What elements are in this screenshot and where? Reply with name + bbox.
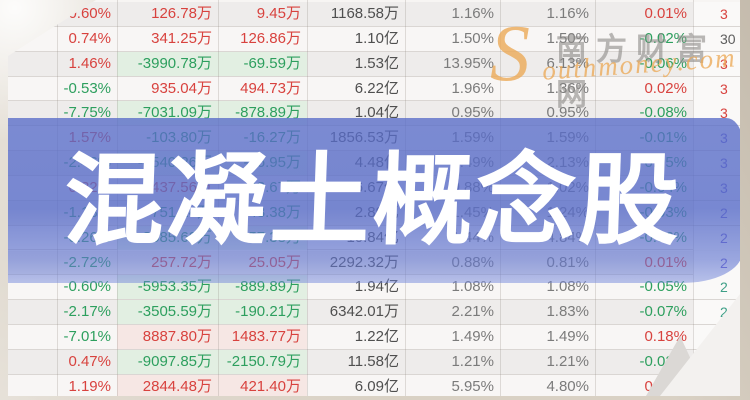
table-row[interactable]: -7.01% 8887.80万 1483.77万 1.22亿 1.49% 1.49% 0.1…: [8, 325, 740, 350]
cell-change-pct: -0.53%: [63, 79, 111, 97]
cell-turnover-rate-1: 1.50%: [451, 29, 494, 47]
cell-turnover-rate-2: 6.13%: [546, 54, 589, 72]
cell-turnover-amount: 6.22亿: [354, 79, 399, 97]
table-row[interactable]: 0.47% -9097.85万 -2150.79万 11.58亿 1.21% 1.21% -…: [8, 349, 740, 375]
cell-turnover-rate-1: 2.21%: [451, 303, 494, 321]
cell-change-pct: -2.17%: [63, 303, 111, 321]
cell-turnover-rate-2: 0.95%: [546, 104, 589, 122]
cell-turnover-rate-1: 1.21%: [451, 352, 494, 370]
cell-main-net-inflow: 8887.80万: [117, 325, 218, 350]
cell-turnover-amount: 1.10亿: [354, 29, 399, 47]
cell-secondary-net-inflow: 1483.77万: [218, 325, 307, 350]
table-row[interactable]: 0.74% 341.25万 126.86万 1.10亿 1.50% 1.50% -0.02%…: [8, 26, 740, 52]
table-row[interactable]: 1.19%2844.48万421.40万6.09亿5.95%4.80%0.04%…: [8, 374, 740, 396]
cell-turnover-rate-1: 1.16%: [451, 5, 494, 22]
cell-turnover-amount: 1.04亿: [354, 104, 399, 122]
cell-stock-code: 30: [693, 26, 740, 51]
table-row[interactable]: 0.60% 126.78万 9.45万 1168.58万 1.16% 1.16% 0.01%…: [8, 2, 740, 27]
cell-change-pct: 0.74%: [68, 29, 111, 47]
cell-turnover-amount: 1.22亿: [354, 328, 399, 346]
cell-turnover-rate-1: 1.96%: [451, 79, 494, 97]
cell-change-pct: 1.46%: [68, 54, 111, 72]
cell-main-net-inflow: 935.04万: [151, 79, 212, 97]
cell-secondary-net-inflow: -2150.79万: [218, 349, 307, 374]
cell-change-pct: 0.60%: [68, 5, 111, 22]
title-banner: 混凝土概念股: [8, 118, 740, 283]
cell-change-pct-2: 0.02%: [644, 79, 687, 97]
cell-turnover-rate-1: 1.49%: [451, 328, 494, 346]
cell-turnover-rate-2: 4.80%: [546, 377, 589, 395]
cell-change-pct: 0.47%: [68, 352, 111, 370]
table-row[interactable]: 1.46% -3990.78万 -69.59万 1.53亿 13.95% 6.13% -0.…: [8, 51, 740, 77]
cell-main-net-inflow: -3990.78万: [117, 51, 218, 76]
cell-main-net-inflow: 341.25万: [151, 29, 212, 47]
cell-main-net-inflow: 126.78万: [151, 5, 212, 22]
cell-change-pct: 1.19%: [68, 377, 111, 395]
cell-secondary-net-inflow: -69.59万: [218, 51, 307, 76]
cell-change-pct-2: -0.07%: [639, 303, 687, 321]
cell-turnover-amount: 6.09亿: [354, 377, 399, 395]
cell-stock-code: 3: [693, 76, 740, 101]
banner-title: 混凝土概念股: [62, 144, 684, 257]
cell-stock-code: 2: [693, 275, 740, 300]
cell-turnover-amount: 1168.58万: [330, 5, 399, 22]
cell-turnover-rate-2: 1.49%: [546, 328, 589, 346]
cell-turnover-rate-2: 1.16%: [546, 5, 589, 22]
cell-main-net-inflow: -3505.59万: [117, 300, 218, 325]
table-row[interactable]: -0.53% 935.04万 494.73万 6.22亿 1.96% 1.36% 0.02%…: [8, 76, 740, 102]
cell-turnover-rate-1: 0.95%: [451, 104, 494, 122]
cell-change-pct-2: 0.18%: [644, 328, 687, 346]
cell-turnover-amount: 6342.01万: [329, 303, 399, 321]
cell-turnover-rate-2: 1.36%: [546, 79, 589, 97]
cell-turnover-amount: 1.53亿: [354, 54, 399, 72]
cell-change-pct: -7.75%: [63, 104, 111, 122]
cell-secondary-net-inflow: -190.21万: [218, 300, 307, 325]
stock-table-screenshot: 0.60% 126.78万 9.45万 1168.58万 1.16% 1.16% 0.01%…: [8, 0, 740, 396]
cell-main-net-inflow: 2844.48万: [117, 374, 218, 396]
cell-secondary-net-inflow: 9.45万: [256, 5, 301, 22]
cell-change-pct-2: 0.01%: [644, 5, 687, 22]
cell-secondary-net-inflow: 421.40万: [218, 374, 307, 396]
cell-stock-code: 3: [693, 51, 740, 76]
cell-turnover-rate-2: 1.50%: [546, 29, 589, 47]
cell-turnover-rate-1: 13.95%: [443, 54, 494, 72]
cell-secondary-net-inflow: 126.86万: [240, 29, 301, 47]
cell-change-pct: -7.01%: [63, 328, 111, 346]
cell-change-pct-2: -0.08%: [639, 104, 687, 122]
cell-main-net-inflow: -9097.85万: [117, 349, 218, 374]
cell-stock-code: 3: [693, 2, 740, 26]
table-row[interactable]: -2.17% -3505.59万 -190.21万 6342.01万 2.21% 1.83…: [8, 300, 740, 326]
cell-secondary-net-inflow: 494.73万: [240, 79, 301, 97]
cell-turnover-rate-2: 1.83%: [546, 303, 589, 321]
cell-turnover-rate-2: 1.21%: [546, 352, 589, 370]
cell-change-pct-2: -0.06%: [639, 54, 687, 72]
cell-turnover-amount: 11.58亿: [347, 352, 399, 370]
cell-turnover-rate-1: 5.95%: [451, 377, 494, 395]
cell-change-pct-2: -0.02%: [639, 29, 687, 47]
